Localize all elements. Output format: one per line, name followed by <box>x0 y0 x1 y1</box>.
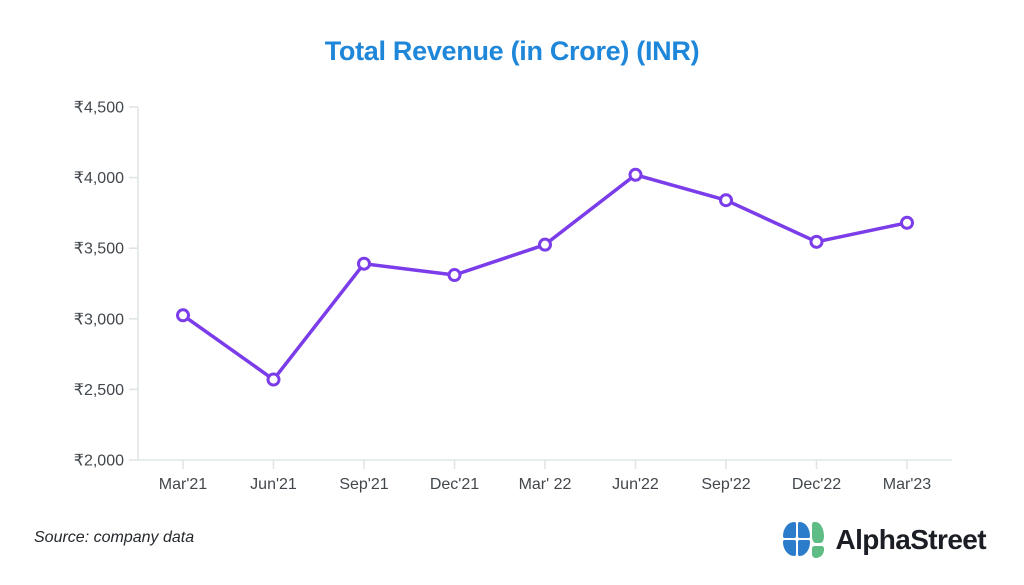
logo-petal-green-top <box>812 522 825 543</box>
alphastreet-wordmark: AlphaStreet <box>835 523 986 555</box>
logo-petal-top-left <box>783 522 797 538</box>
data-point-marker <box>176 308 190 323</box>
x-tick-label: Dec'22 <box>792 476 841 493</box>
alphastreet-logo-icon <box>783 521 825 558</box>
data-point-marker <box>357 256 371 271</box>
data-point-marker <box>538 237 552 252</box>
y-tick-label: ₹3,500 <box>74 241 124 258</box>
logo-petal-top-mid <box>798 522 811 538</box>
x-tick-label: Jun'21 <box>250 476 297 493</box>
x-tick-label: Dec'21 <box>430 476 479 493</box>
logo-petal-bottom-mid <box>798 540 811 556</box>
y-tick-label: ₹2,000 <box>74 453 124 470</box>
data-point-marker <box>266 372 281 387</box>
data-point-marker <box>809 234 824 249</box>
y-tick-label: ₹2,500 <box>74 382 124 399</box>
x-tick-label: Sep'22 <box>701 476 750 493</box>
y-tick-label: ₹4,000 <box>74 170 124 187</box>
logo-petal-bottom-left <box>783 540 797 556</box>
x-tick-label: Mar'23 <box>883 476 932 493</box>
chart-title: Total Revenue (in Crore) (INR) <box>324 36 700 66</box>
y-tick-label: ₹4,500 <box>74 100 124 117</box>
alphastreet-logo: AlphaStreet <box>783 521 987 558</box>
source-note: Source: company data <box>34 529 195 546</box>
data-point-marker <box>447 268 462 283</box>
data-point-marker <box>900 215 914 230</box>
data-point-marker <box>628 167 643 182</box>
x-tick-label: Sep'21 <box>339 476 388 493</box>
y-tick-label: ₹3,000 <box>74 311 124 328</box>
revenue-series-line <box>181 173 909 382</box>
x-tick-label: Mar'21 <box>159 476 208 493</box>
data-point-marker <box>719 193 733 208</box>
x-tick-label: Jun'22 <box>612 476 659 493</box>
logo-petal-green-bottom <box>812 546 825 558</box>
x-tick-label: Mar' 22 <box>519 476 572 493</box>
